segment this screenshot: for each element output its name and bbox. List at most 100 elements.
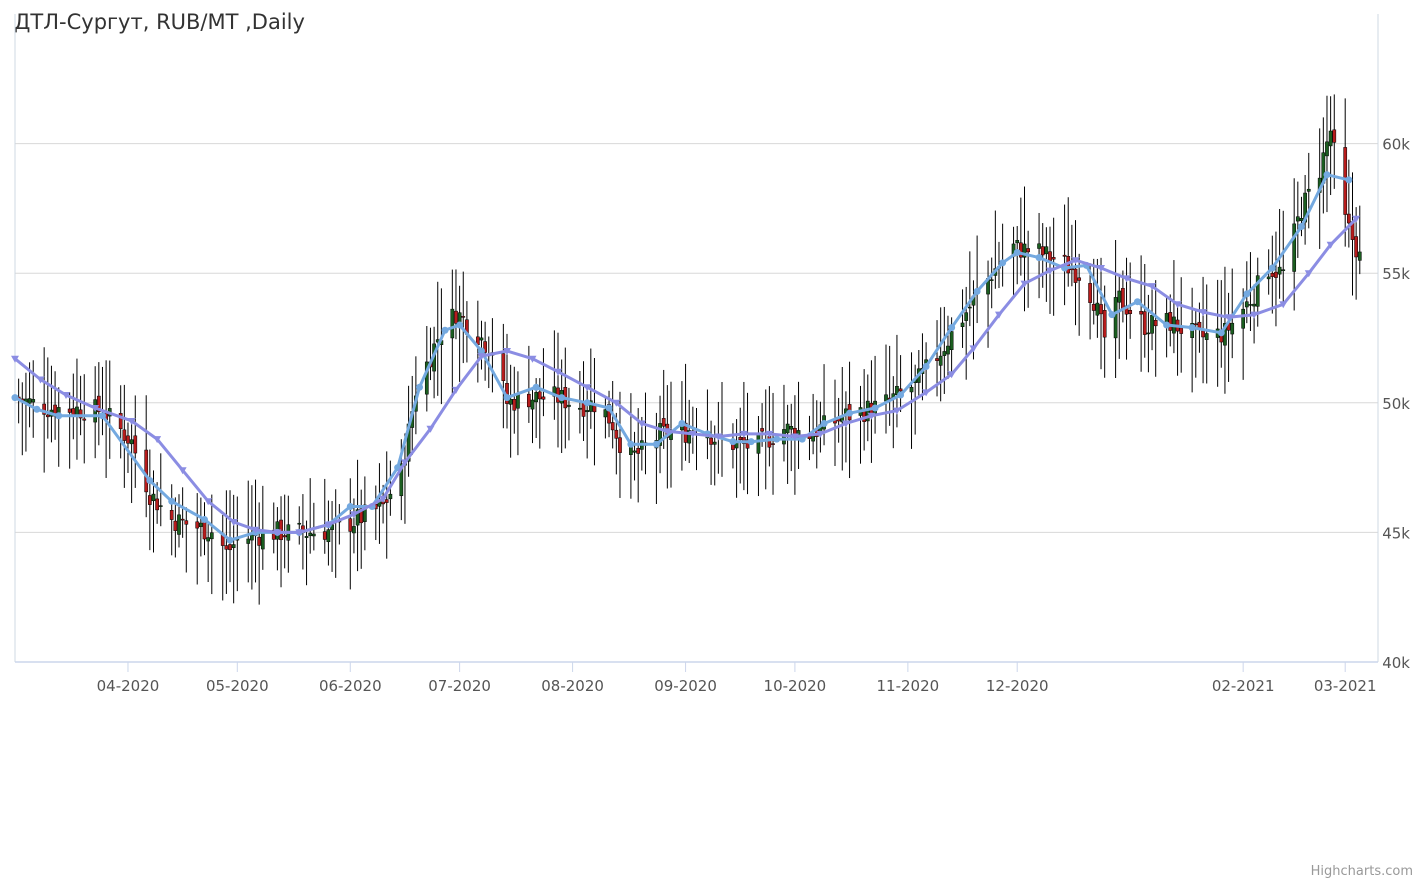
candle-body bbox=[512, 399, 517, 411]
circle-marker bbox=[1217, 329, 1225, 337]
triangle-marker bbox=[528, 355, 537, 363]
candle-body bbox=[246, 538, 251, 544]
candle-down bbox=[793, 395, 797, 495]
candle-up bbox=[1150, 285, 1154, 351]
candle-down bbox=[592, 357, 597, 466]
candle-down bbox=[173, 497, 178, 558]
candle-down bbox=[1026, 230, 1030, 308]
candle-up bbox=[1044, 227, 1049, 302]
candle-body bbox=[173, 520, 178, 531]
triangle-marker bbox=[1304, 270, 1313, 278]
circle-marker bbox=[1108, 311, 1116, 319]
circle-marker bbox=[416, 383, 424, 391]
candle-body bbox=[31, 399, 36, 403]
candle-body bbox=[144, 449, 149, 493]
candle-up bbox=[946, 315, 950, 380]
candle-down bbox=[1153, 280, 1158, 377]
triangle-marker bbox=[178, 467, 187, 475]
candle-down bbox=[771, 392, 775, 495]
triangle-marker bbox=[1326, 241, 1335, 249]
candle-up bbox=[308, 478, 313, 554]
triangle-marker bbox=[892, 407, 901, 415]
grid-lines bbox=[15, 143, 1378, 663]
candle-body bbox=[231, 544, 236, 548]
candle-body bbox=[1193, 323, 1198, 326]
candle-body bbox=[1244, 301, 1249, 308]
candle-body bbox=[1299, 218, 1304, 222]
candle-down bbox=[501, 323, 506, 429]
candle-body bbox=[158, 505, 163, 507]
candle-body bbox=[760, 428, 764, 432]
candle-down bbox=[475, 300, 480, 383]
triangle-marker bbox=[273, 529, 282, 537]
candle-down bbox=[1070, 224, 1074, 287]
candle-down bbox=[373, 485, 378, 541]
triangle-marker bbox=[1071, 257, 1080, 265]
candle-down bbox=[279, 496, 283, 588]
circle-marker bbox=[168, 497, 176, 505]
candle-body bbox=[1266, 276, 1271, 280]
candle-body bbox=[348, 518, 353, 532]
highcharts-credits[interactable]: Highcharts.com bbox=[1310, 864, 1413, 879]
candle-down bbox=[144, 395, 149, 518]
candle-up bbox=[199, 497, 203, 557]
circle-marker bbox=[441, 326, 449, 334]
triangle-marker bbox=[714, 433, 723, 441]
y-tick-label: 50k bbox=[1382, 395, 1410, 413]
triangle-marker bbox=[688, 430, 697, 438]
candle-up bbox=[691, 406, 695, 454]
candle-down bbox=[709, 420, 713, 485]
candle-up bbox=[873, 355, 877, 434]
candle-up bbox=[129, 422, 134, 504]
circle-marker bbox=[846, 409, 854, 417]
circle-marker bbox=[1323, 171, 1331, 179]
indicator-lines bbox=[11, 171, 1361, 544]
circle-marker bbox=[33, 405, 41, 413]
x-tick-label: 12-2020 bbox=[986, 677, 1049, 695]
triangle-marker bbox=[11, 355, 19, 363]
circle-marker bbox=[678, 420, 686, 428]
candle-up bbox=[585, 386, 590, 459]
candle-up bbox=[938, 307, 943, 402]
candle-down bbox=[67, 392, 72, 469]
y-tick-label: 40k bbox=[1382, 654, 1410, 672]
candle-body bbox=[709, 437, 713, 445]
circle-marker bbox=[346, 502, 354, 510]
candle-body bbox=[177, 514, 181, 535]
x-tick-label: 05-2020 bbox=[206, 677, 269, 695]
candle-down bbox=[82, 374, 87, 464]
candle-body bbox=[771, 443, 775, 445]
candle-up bbox=[1357, 205, 1362, 275]
candle-up bbox=[275, 507, 280, 571]
chart-title: ДТЛ-Сургут, RUB/MT ,Daily bbox=[14, 10, 305, 34]
candle-up bbox=[1277, 208, 1282, 299]
triangle-marker bbox=[1020, 280, 1029, 288]
triangle-marker bbox=[426, 425, 435, 433]
candle-body bbox=[133, 435, 138, 454]
triangle-marker bbox=[969, 345, 978, 353]
candle-down bbox=[731, 423, 735, 469]
candle-up bbox=[884, 344, 888, 434]
circle-marker bbox=[146, 477, 154, 485]
candle-down bbox=[1219, 280, 1224, 368]
candle-body bbox=[898, 388, 903, 392]
candle-down bbox=[45, 357, 50, 439]
y-axis: 40k 45k 50k 55k 60k bbox=[1382, 136, 1410, 672]
triangle-marker bbox=[663, 428, 672, 436]
candle-down bbox=[720, 381, 724, 477]
candle-down bbox=[1226, 292, 1231, 382]
circle-marker bbox=[652, 440, 660, 448]
candle-body bbox=[209, 532, 214, 540]
x-tick-label: 08-2020 bbox=[541, 677, 604, 695]
circle-marker bbox=[98, 412, 106, 420]
triangle-marker bbox=[1148, 283, 1157, 291]
candle-body bbox=[147, 495, 152, 505]
candle-body bbox=[82, 418, 87, 421]
triangle-marker bbox=[91, 404, 100, 412]
x-axis: 04-2020 05-2020 06-2020 07-2020 08-2020 09-20… bbox=[15, 661, 1378, 695]
candle-body bbox=[1179, 327, 1184, 334]
candle-up bbox=[177, 494, 181, 548]
candle-down bbox=[1343, 98, 1348, 247]
candle-body bbox=[687, 430, 692, 444]
